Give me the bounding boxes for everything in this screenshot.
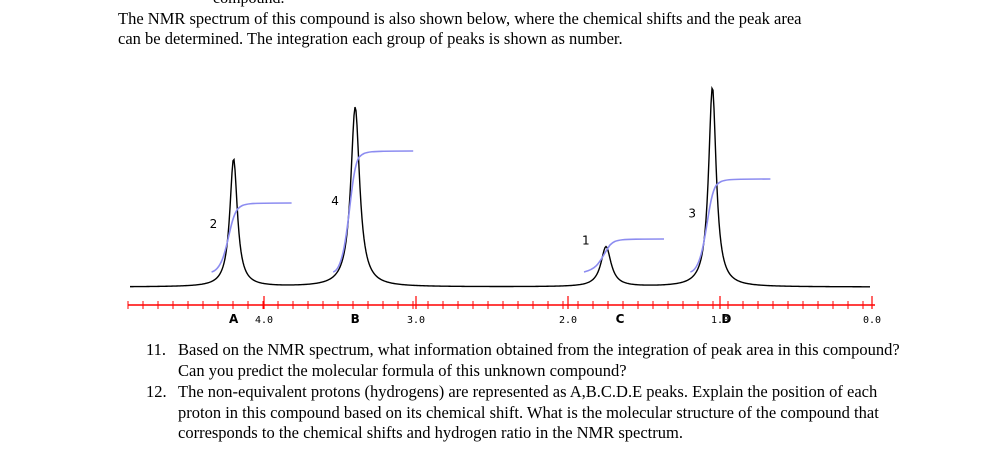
question-item: 12. The non-equivalent protons (hydrogen…: [146, 382, 906, 444]
integration-value: 4: [331, 194, 339, 208]
tick-label: 0.0: [863, 315, 881, 326]
integration-value: 1: [582, 233, 590, 247]
integral-curve: [332, 150, 414, 273]
tick-label: 1.0: [711, 315, 729, 326]
question-text: Based on the NMR spectrum, what informat…: [178, 340, 900, 380]
spectrum-trace: [130, 85, 871, 288]
peak-label: B: [351, 312, 360, 326]
integral-curve: [583, 238, 665, 273]
question-list: 11. Based on the NMR spectrum, what info…: [146, 340, 906, 444]
question-text: The non-equivalent protons (hydrogens) a…: [178, 382, 879, 442]
question-number: 11.: [146, 340, 167, 359]
integral-curve: [690, 178, 771, 273]
nmr-spectrum-chart: 2 4 1 3 4.0 3.0 2.0 1.0 0.0 A B C D: [127, 85, 881, 326]
peak-label: A: [229, 312, 239, 326]
tick-label: 2.0: [559, 315, 577, 326]
integration-value: 3: [688, 206, 696, 220]
tick-label: 3.0: [407, 315, 425, 326]
peak-label: C: [616, 312, 625, 326]
intro-line-2: can be determined. The integration each …: [118, 29, 623, 48]
intro-line-1: The NMR spectrum of this compound is als…: [118, 9, 802, 28]
peak-label: D: [721, 312, 731, 326]
clipped-header-text: compound.: [213, 0, 285, 8]
question-item: 11. Based on the NMR spectrum, what info…: [146, 340, 906, 381]
tick-label: 4.0: [255, 315, 273, 326]
question-number: 12.: [146, 382, 167, 401]
intro-paragraph: The NMR spectrum of this compound is als…: [118, 9, 898, 49]
integral-curve: [211, 202, 292, 273]
integration-value: 2: [210, 217, 218, 231]
